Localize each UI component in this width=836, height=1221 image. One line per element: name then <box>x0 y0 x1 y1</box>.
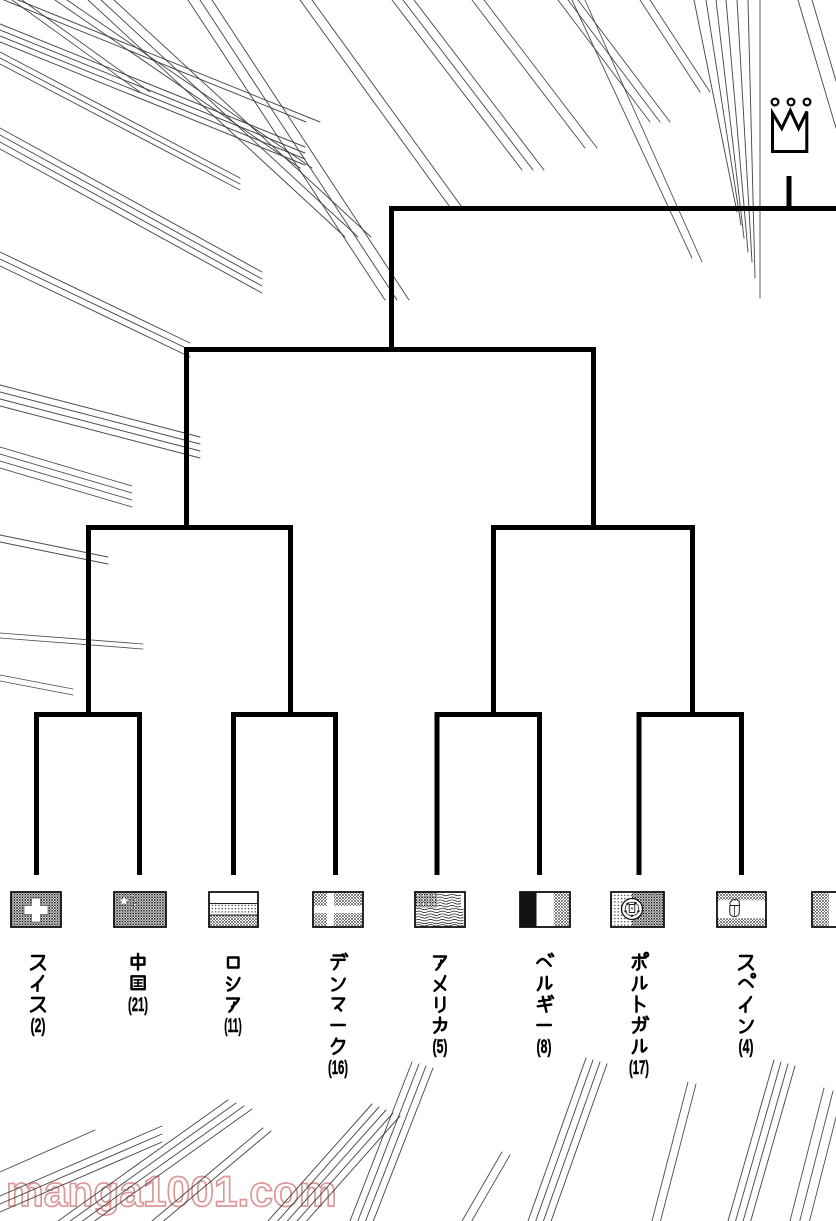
svg-text:(11): (11) <box>224 1016 241 1037</box>
svg-text:(4): (4) <box>739 1036 754 1058</box>
svg-text:(21): (21) <box>128 995 148 1016</box>
svg-text:(5): (5) <box>433 1036 448 1058</box>
svg-text:(2): (2) <box>31 1015 46 1037</box>
svg-text:(16): (16) <box>328 1058 348 1079</box>
svg-text:(8): (8) <box>537 1036 552 1058</box>
svg-text:(17): (17) <box>629 1058 649 1079</box>
svg-text:manga1001.com: manga1001.com <box>6 1169 337 1216</box>
